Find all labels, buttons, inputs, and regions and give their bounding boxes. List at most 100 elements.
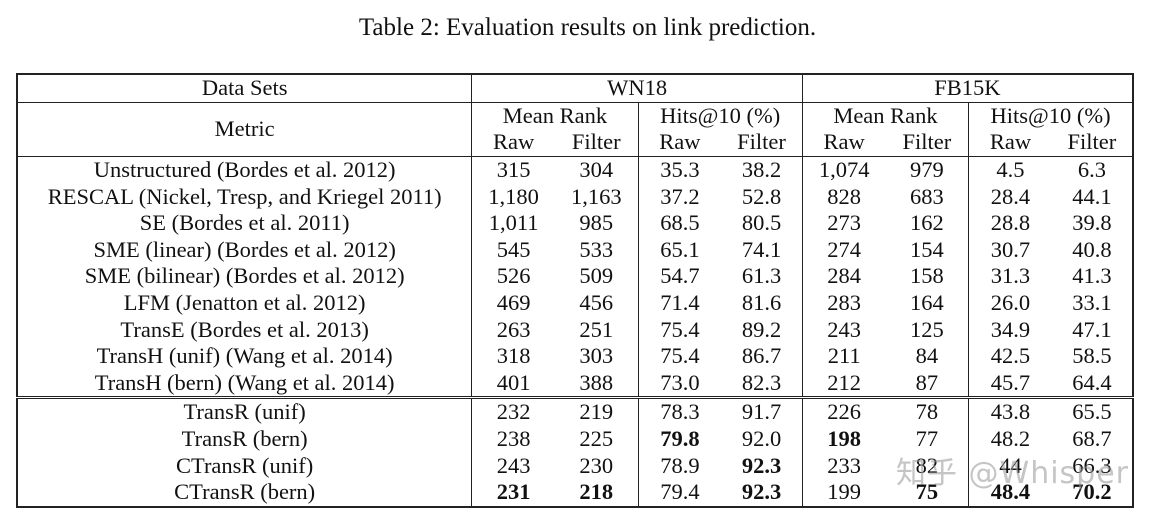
header-fb15k-mean-rank: Mean Rank: [801, 102, 969, 130]
value-cell: 38.2: [721, 155, 803, 184]
value-cell: 263: [471, 316, 555, 343]
value-cell: 273: [801, 209, 886, 237]
method-cell: SME (linear) (Bordes et al. 2012): [16, 236, 472, 264]
method-cell: SE (Bordes et al. 2011): [16, 209, 472, 237]
value-cell: 226: [801, 396, 886, 426]
table-row: CTransR (unif) 243 230 78.9 92.3 233 82 44 66.3: [16, 452, 1135, 479]
header-metric: Metric: [16, 102, 472, 157]
value-cell: 92.3: [741, 452, 782, 478]
value-cell: 230: [579, 452, 614, 478]
value-cell: 47.1: [1051, 316, 1135, 343]
table-row: SE (Bordes et al. 2011) 1,011 985 68.5 80.5 2…: [16, 209, 1135, 237]
value-cell: 78: [885, 396, 969, 426]
value-cell: 1,011: [471, 209, 555, 237]
method-cell: TransR (bern): [16, 425, 472, 453]
value-cell: 545: [471, 236, 555, 264]
value-cell: 43.8: [968, 396, 1052, 426]
value-cell: 86.7: [741, 343, 782, 369]
value-cell: 243: [471, 452, 555, 479]
table-row: RESCAL (Nickel, Tresp, and Kriegel 2011)…: [16, 183, 1135, 210]
value-cell: 39.8: [1051, 209, 1135, 237]
value-cell: 40.8: [1051, 236, 1135, 264]
value-cell: 74.1: [741, 236, 782, 262]
value-cell: 91.7: [721, 396, 803, 426]
table-row: TransE (Bordes et al. 2013) 263 251 75.4 89.…: [16, 316, 1135, 343]
value-cell: 26.0: [968, 289, 1052, 317]
value-cell: 79.4: [637, 478, 722, 508]
value-cell: 61.3: [741, 263, 782, 289]
method-cell: LFM (Jenatton et al. 2012): [16, 289, 472, 317]
value-cell: 158: [909, 263, 944, 289]
value-cell: 225: [579, 426, 614, 452]
value-cell: 48.4: [968, 478, 1052, 508]
table-row: LFM (Jenatton et al. 2012) 469 456 71.4 81.6…: [16, 289, 1135, 317]
value-cell: 58.5: [1051, 342, 1135, 370]
value-cell: 35.3: [637, 155, 722, 184]
value-cell: 31.3: [968, 263, 1052, 290]
table-row: TransH (unif) (Wang et al. 2014) 318 303 75…: [16, 342, 1135, 370]
value-cell: 33.1: [1051, 289, 1135, 317]
value-cell: 303: [579, 343, 614, 369]
value-cell: 251: [579, 316, 614, 342]
value-cell: 44: [968, 452, 1052, 479]
header-row-datasets: Data Sets WN18 FB15K: [16, 72, 1134, 103]
method-cell: CTransR (unif): [16, 452, 472, 479]
table-caption: Table 2: Evaluation results on link pred…: [358, 14, 817, 41]
value-cell: 68.5: [637, 209, 722, 237]
value-cell: 315: [471, 155, 555, 184]
value-cell: 154: [909, 236, 944, 262]
header-fb15k-hits: Hits@10 (%): [968, 102, 1135, 130]
value-cell: 44.1: [1051, 183, 1135, 210]
header-raw: Raw: [637, 129, 722, 157]
results-table: Data Sets WN18 FB15K Metric Mean Rank Hi…: [16, 72, 1135, 508]
value-cell: 48.2: [968, 425, 1052, 453]
value-cell: 68.7: [1051, 425, 1135, 453]
value-cell: 243: [801, 316, 886, 343]
value-cell: 162: [909, 210, 944, 236]
value-cell: 1,180: [471, 183, 555, 210]
value-cell: 42.5: [968, 342, 1052, 370]
value-cell: 284: [801, 263, 886, 290]
method-cell: Unstructured (Bordes et al. 2012): [16, 155, 472, 184]
header-fb15k: FB15K: [801, 72, 1134, 103]
header-wn18-mean-rank: Mean Rank: [471, 102, 639, 130]
value-cell: 979: [885, 155, 969, 184]
value-cell: 73.0: [637, 369, 722, 398]
method-cell: CTransR (bern): [16, 478, 472, 508]
table-row: TransR (bern) 238 225 79.8 92.0 198 77 48.2 68.7: [16, 425, 1135, 453]
value-cell: 65.5: [1051, 396, 1135, 426]
value-cell: 164: [909, 290, 944, 316]
value-cell: 211: [801, 342, 886, 370]
value-cell: 212: [801, 369, 886, 398]
value-cell: 199: [801, 478, 886, 508]
value-cell: 233: [801, 452, 886, 479]
header-raw: Raw: [471, 129, 555, 157]
header-data-sets: Data Sets: [16, 72, 472, 103]
header-wn18: WN18: [471, 72, 803, 103]
value-cell: 41.3: [1051, 263, 1135, 290]
value-cell: 232: [471, 396, 555, 426]
value-cell: 6.3: [1051, 155, 1135, 184]
value-cell: 75: [885, 478, 969, 508]
header-row-raw-filter: Raw Filter Raw Filter Raw Filter Raw Fil…: [17, 129, 1135, 157]
value-cell: 219: [554, 396, 639, 426]
header-filter: Filter: [737, 129, 786, 155]
value-cell: 1,074: [801, 155, 886, 184]
table-row: SME (bilinear) (Bordes et al. 2012) 526 50…: [16, 263, 1135, 290]
value-cell: 79.8: [637, 425, 722, 453]
value-cell: 34.9: [968, 316, 1052, 343]
value-cell: 75.4: [637, 342, 722, 370]
table-row: TransR (unif) 232 219 78.3 91.7 226 78 43.8 65.5: [16, 396, 1135, 426]
value-cell: 533: [579, 236, 614, 262]
value-cell: 87: [915, 369, 939, 395]
header-filter: Filter: [571, 129, 621, 155]
table-row: TransH (bern) (Wang et al. 2014) 401 388 73…: [16, 369, 1135, 398]
value-cell: 65.1: [637, 236, 722, 264]
value-cell: 78.3: [637, 396, 722, 426]
value-cell: 283: [801, 289, 886, 317]
value-cell: 78.9: [637, 452, 722, 479]
value-cell: 274: [801, 236, 886, 264]
value-cell: 125: [909, 316, 944, 342]
value-cell: 77: [915, 426, 939, 452]
method-cell: TransH (bern) (Wang et al. 2014): [16, 369, 472, 398]
